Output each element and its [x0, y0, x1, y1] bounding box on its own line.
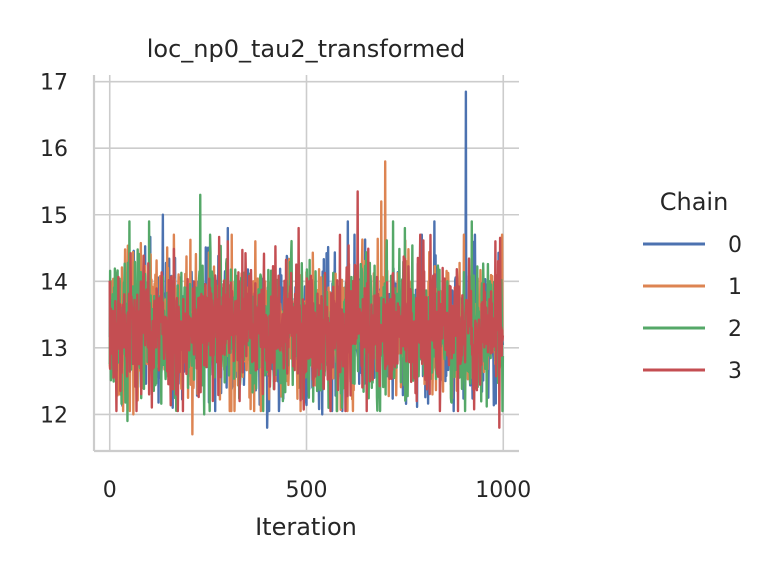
y-tick-label-1: 13	[40, 337, 68, 362]
axis-spines	[92, 75, 519, 453]
legend-label-chain-0: 0	[728, 233, 742, 258]
legend-label-chain-1: 1	[728, 275, 742, 300]
legend-label-chain-3: 3	[728, 359, 742, 384]
y-tick-label-4: 16	[40, 137, 68, 162]
x-tick-label-0: 0	[103, 478, 117, 503]
legend-title: Chain	[660, 188, 729, 216]
y-tick-label-0: 12	[40, 403, 68, 428]
x-axis-ticks: 0 500 1000	[103, 478, 532, 503]
x-tick-label-2: 1000	[475, 478, 531, 503]
legend: Chain 0 1 2 3	[643, 188, 742, 384]
y-tick-label-5: 17	[40, 71, 68, 96]
x-axis-label: Iteration	[255, 513, 357, 541]
legend-label-chain-2: 2	[728, 317, 742, 342]
chart-title: loc_np0_tau2_transformed	[147, 35, 466, 63]
series-lines	[108, 90, 505, 436]
chain-3-trace	[108, 190, 505, 429]
legend-items: 0 1 2 3	[643, 233, 742, 384]
y-axis-ticks: 12 13 14 15 16 17	[40, 71, 68, 429]
y-tick-label-3: 15	[40, 204, 68, 229]
y-tick-label-2: 14	[40, 270, 68, 295]
x-tick-label-1: 500	[286, 478, 328, 503]
